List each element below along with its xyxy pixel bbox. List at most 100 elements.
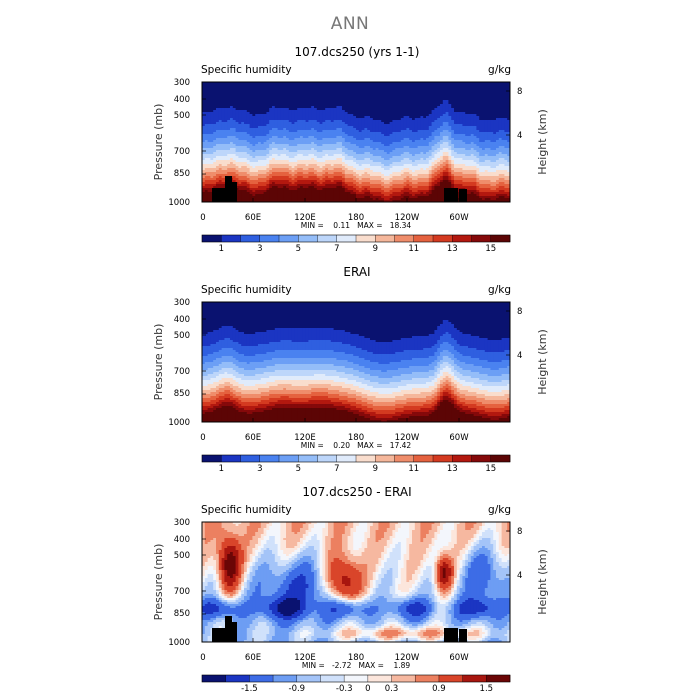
contour-cell bbox=[204, 172, 209, 175]
contour-cell bbox=[344, 142, 349, 145]
contour-cell bbox=[448, 88, 452, 91]
contour-cell bbox=[230, 136, 234, 139]
contour-cell bbox=[266, 124, 270, 127]
contour-cell bbox=[417, 106, 421, 109]
contour-cell bbox=[227, 134, 231, 137]
contour-cell bbox=[244, 98, 248, 101]
contour-cell bbox=[400, 166, 405, 169]
contour-cell bbox=[465, 102, 469, 105]
contour-cell bbox=[465, 108, 469, 111]
contour-cell bbox=[328, 124, 332, 127]
contour-cell bbox=[445, 168, 449, 171]
contour-cell bbox=[244, 90, 248, 93]
contour-cell bbox=[350, 88, 354, 91]
contour-cell bbox=[381, 144, 385, 147]
contour-cell bbox=[207, 158, 211, 161]
contour-cell bbox=[445, 160, 449, 163]
contour-cell bbox=[269, 92, 273, 95]
contour-cell bbox=[280, 164, 284, 167]
contour-cell bbox=[490, 102, 494, 105]
contour-cell bbox=[218, 110, 223, 113]
contour-cell bbox=[358, 112, 363, 115]
contour-cell bbox=[333, 98, 337, 101]
contour-cell bbox=[325, 106, 329, 109]
contour-cell bbox=[442, 88, 447, 91]
contour-cell bbox=[294, 124, 298, 127]
contour-cell bbox=[496, 100, 500, 103]
contour-cell bbox=[269, 128, 273, 131]
contour-cell bbox=[384, 98, 388, 101]
contour-cell bbox=[493, 120, 497, 123]
contour-cell bbox=[504, 148, 508, 151]
contour-cell bbox=[487, 148, 491, 151]
contour-cell bbox=[459, 110, 463, 113]
contour-cell bbox=[431, 142, 435, 145]
contour-cell bbox=[459, 100, 463, 103]
contour-cell bbox=[227, 118, 231, 121]
contour-cell bbox=[479, 114, 483, 117]
contour-cell bbox=[420, 158, 424, 161]
contour-cell bbox=[484, 144, 489, 147]
contour-cell bbox=[263, 112, 267, 115]
contour-cell bbox=[330, 146, 335, 149]
contour-cell bbox=[322, 108, 326, 111]
contour-cell bbox=[465, 128, 469, 131]
contour-cell bbox=[412, 110, 416, 113]
contour-cell bbox=[372, 132, 377, 135]
contour-cell bbox=[333, 158, 337, 161]
contour-cell bbox=[400, 108, 405, 111]
contour-cell bbox=[389, 158, 393, 161]
contour-cell bbox=[434, 154, 438, 157]
contour-cell bbox=[302, 166, 307, 169]
contour-cell bbox=[493, 150, 497, 153]
contour-cell bbox=[333, 136, 337, 139]
contour-cell bbox=[465, 162, 469, 165]
contour-cell bbox=[230, 146, 234, 149]
contour-cell bbox=[311, 106, 315, 109]
contour-cell bbox=[258, 82, 262, 85]
contour-cell bbox=[319, 112, 323, 115]
contour-cell bbox=[305, 90, 309, 93]
contour-cell bbox=[286, 170, 290, 173]
contour-cell bbox=[336, 170, 340, 173]
contour-cell bbox=[260, 102, 265, 105]
contour-cell bbox=[339, 164, 343, 167]
contour-cell bbox=[420, 150, 424, 153]
contour-cell bbox=[249, 172, 253, 175]
contour-cell bbox=[412, 118, 416, 121]
contour-cell bbox=[454, 150, 458, 153]
contour-cell bbox=[501, 146, 505, 149]
contour-cell bbox=[246, 102, 251, 105]
contour-cell bbox=[420, 168, 424, 171]
contour-cell bbox=[440, 156, 444, 159]
contour-cell bbox=[255, 172, 259, 175]
contour-cell bbox=[300, 156, 304, 159]
contour-cell bbox=[305, 116, 309, 119]
contour-cell bbox=[288, 88, 293, 91]
contour-cell bbox=[249, 84, 253, 87]
contour-cell bbox=[468, 130, 472, 133]
contour-cell bbox=[496, 122, 500, 125]
contour-cell bbox=[451, 138, 455, 141]
contour-cell bbox=[241, 104, 245, 107]
contour-cell bbox=[417, 114, 421, 117]
contour-cell bbox=[342, 168, 346, 171]
contour-cell bbox=[498, 152, 503, 155]
contour-cell bbox=[456, 104, 461, 107]
contour-cell bbox=[384, 130, 388, 133]
contour-cell bbox=[305, 100, 309, 103]
contour-cell bbox=[459, 90, 463, 93]
contour-cell bbox=[347, 128, 351, 131]
contour-cell bbox=[403, 156, 407, 159]
contour-cell bbox=[465, 82, 469, 85]
contour-cell bbox=[367, 170, 371, 173]
contour-cell bbox=[448, 122, 452, 125]
contour-cell bbox=[258, 108, 262, 111]
contour-cell bbox=[465, 118, 469, 121]
contour-cell bbox=[322, 100, 326, 103]
contour-cell bbox=[454, 156, 458, 159]
contour-cell bbox=[252, 152, 256, 155]
contour-cell bbox=[501, 138, 505, 141]
contour-cell bbox=[210, 156, 214, 159]
contour-cell bbox=[392, 150, 396, 153]
